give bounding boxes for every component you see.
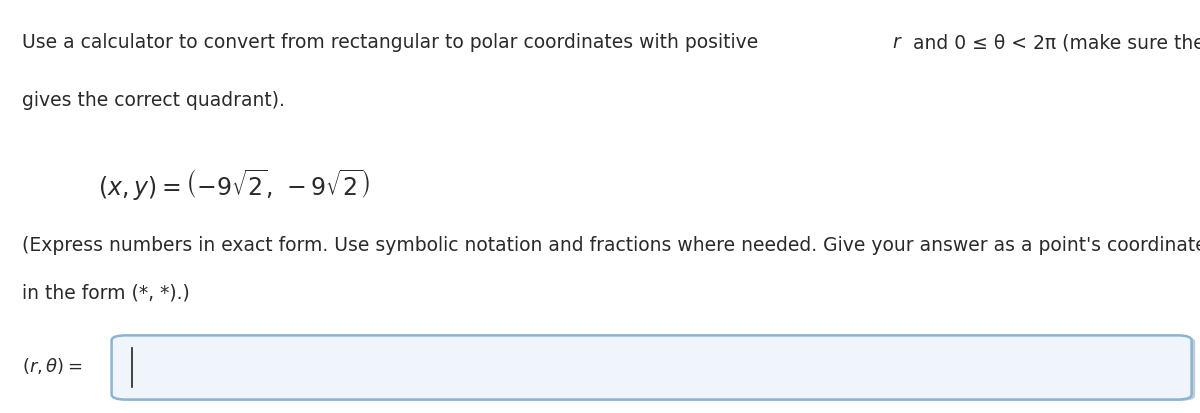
- Text: gives the correct quadrant).: gives the correct quadrant).: [22, 91, 284, 110]
- Text: Use a calculator to convert from rectangular to polar coordinates with positive: Use a calculator to convert from rectang…: [22, 33, 764, 52]
- FancyBboxPatch shape: [112, 335, 1192, 400]
- Text: $(x, y) = \left(-9\sqrt{2},\,-9\sqrt{2}\right)$: $(x, y) = \left(-9\sqrt{2},\,-9\sqrt{2}\…: [98, 167, 371, 203]
- Text: in the form (*, *).): in the form (*, *).): [22, 283, 190, 302]
- FancyBboxPatch shape: [115, 337, 1195, 401]
- Text: r: r: [893, 33, 900, 52]
- Text: (Express numbers in exact form. Use symbolic notation and fractions where needed: (Express numbers in exact form. Use symb…: [22, 235, 1200, 254]
- Text: and 0 ≤ θ < 2π (make sure the choice of θ: and 0 ≤ θ < 2π (make sure the choice of …: [907, 33, 1200, 52]
- Text: $(r, \theta) =$: $(r, \theta) =$: [22, 356, 82, 375]
